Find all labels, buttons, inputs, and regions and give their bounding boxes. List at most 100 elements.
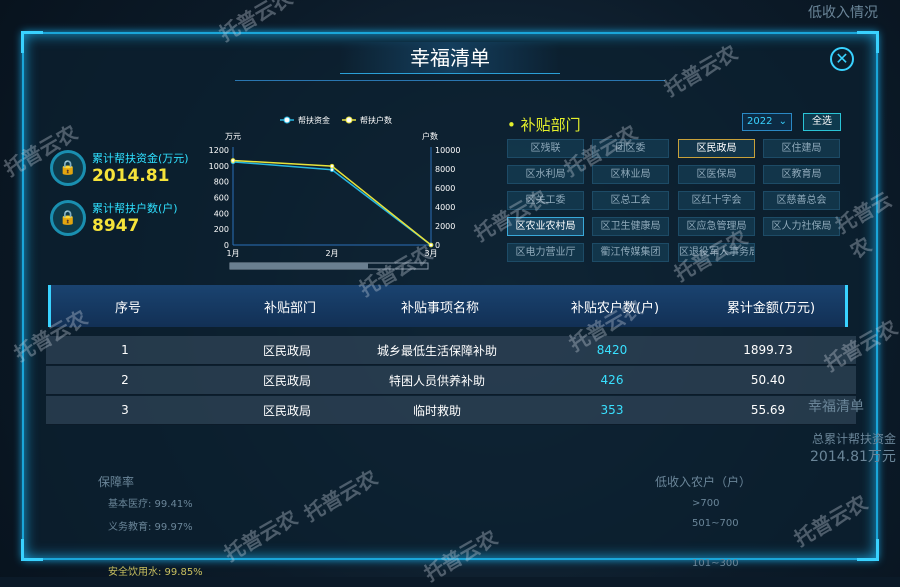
- table-header: 序号 补贴部门 补贴事项名称 补贴农户数(户) 累计金额(万元): [48, 285, 848, 327]
- column-header: 累计金额(万元): [726, 300, 816, 316]
- x-tick: 1月: [226, 249, 239, 258]
- y-tick-right: 8000: [435, 165, 455, 174]
- department-button[interactable]: 区退役军人事务局: [678, 243, 755, 262]
- department-button[interactable]: 区医保局: [678, 165, 755, 184]
- y-label-right: 户数: [422, 131, 438, 141]
- department-button[interactable]: 区教育局: [763, 165, 840, 184]
- bg-text: 安全饮用水: 99.85%: [108, 567, 203, 578]
- table-row[interactable]: 1 区民政局 城乡最低生活保障补助 8420 1899.73: [46, 336, 856, 365]
- table-cell: 1: [121, 343, 129, 357]
- department-button[interactable]: 区民政局: [678, 139, 755, 158]
- bg-text: 501~700: [692, 518, 739, 529]
- department-button[interactable]: 区红十字会: [678, 191, 755, 210]
- bg-text: 101~300: [692, 558, 739, 569]
- section-title-departments: • 补贴部门: [507, 116, 581, 134]
- y-tick-right: 0: [435, 241, 440, 250]
- bg-text: >700: [692, 498, 720, 509]
- department-button[interactable]: 区应急管理局: [678, 217, 755, 236]
- table-cell: 区民政局: [262, 403, 311, 418]
- department-button[interactable]: 区卫生健康局: [592, 217, 669, 236]
- column-header: 补贴事项名称: [400, 300, 479, 316]
- department-button[interactable]: 区住建局: [763, 139, 840, 158]
- data-point: [329, 167, 335, 173]
- legend-marker: [283, 116, 291, 124]
- department-button[interactable]: 团区委: [592, 139, 669, 158]
- stat-value: 2014.81: [92, 166, 170, 186]
- table-cell: 2: [121, 373, 129, 387]
- table-cell: 区民政局: [262, 373, 311, 388]
- department-button[interactable]: 区慈善总会: [763, 191, 840, 210]
- department-button[interactable]: 衢江传媒集团: [592, 243, 669, 262]
- bg-text: 幸福清单: [808, 399, 864, 415]
- data-point: [428, 242, 434, 248]
- legend-label[interactable]: 帮扶户数: [360, 115, 392, 125]
- table-cell: 城乡最低生活保障补助: [376, 343, 497, 358]
- bg-text: 低收入农户（户）: [655, 475, 752, 489]
- y-tick-left: 0: [224, 241, 229, 250]
- bg-text: 总累计帮扶资金: [812, 432, 897, 446]
- stat-label: 累计帮扶户数(户): [92, 202, 178, 215]
- table-cell: 50.40: [750, 373, 786, 387]
- department-button[interactable]: 区关工委: [507, 191, 584, 210]
- y-tick-left: 200: [214, 225, 229, 234]
- legend-marker: [345, 116, 353, 124]
- x-tick: 2月: [325, 249, 338, 258]
- column-header: 补贴部门: [263, 300, 316, 316]
- table-row[interactable]: 2 区民政局 特困人员供养补助 426 50.40: [46, 366, 856, 395]
- department-button[interactable]: 区林业局: [592, 165, 669, 184]
- department-button[interactable]: 区总工会: [592, 191, 669, 210]
- legend-label[interactable]: 帮扶资金: [298, 115, 330, 125]
- year-value: 2022: [747, 116, 773, 127]
- table-cell: 426: [600, 373, 624, 387]
- year-select[interactable]: 2022 ⌄: [742, 113, 792, 131]
- y-label-left: 万元: [225, 132, 241, 141]
- table-cell: 8420: [596, 343, 628, 357]
- data-point: [329, 163, 335, 169]
- y-tick-left: 400: [214, 209, 229, 218]
- lock-icon: 🔒: [50, 150, 86, 186]
- section-title: 补贴部门: [520, 116, 581, 134]
- zoom-slider-handle[interactable]: [230, 263, 368, 269]
- department-button[interactable]: 区残联: [507, 139, 584, 158]
- table-cell: 55.69: [750, 403, 786, 417]
- select-all-button[interactable]: 全选: [803, 113, 841, 131]
- table-cell: 1899.73: [743, 343, 793, 357]
- department-button[interactable]: 区水利局: [507, 165, 584, 184]
- title-divider: [235, 80, 665, 81]
- table-cell: 特困人员供养补助: [388, 373, 485, 388]
- series-line: [232, 161, 432, 246]
- table-cell: 区民政局: [262, 343, 311, 358]
- stat-label: 累计帮扶资金(万元): [92, 152, 189, 165]
- y-tick-left: 1000: [209, 162, 229, 171]
- y-tick-left: 800: [214, 178, 229, 187]
- y-tick-right: 4000: [435, 203, 455, 212]
- department-button[interactable]: 区农业农村局: [507, 217, 584, 236]
- department-button[interactable]: 区电力营业厅: [507, 243, 584, 262]
- y-tick-left: 600: [214, 194, 229, 203]
- y-tick-right: 6000: [435, 184, 455, 193]
- chevron-down-icon: ⌄: [778, 116, 787, 127]
- stat-value: 8947: [92, 216, 140, 236]
- column-header: 序号: [114, 300, 141, 316]
- y-tick-right: 2000: [435, 222, 455, 231]
- table-cell: 353: [600, 403, 624, 417]
- table-row[interactable]: 3 区民政局 临时救助 353 55.69: [46, 396, 856, 425]
- data-point: [230, 158, 236, 163]
- y-tick-left: 1200: [209, 146, 229, 155]
- bg-text: 保障率: [98, 475, 135, 489]
- bg-text: 低收入情况: [808, 5, 878, 21]
- bg-text: 基本医疗: 99.41%: [108, 499, 193, 510]
- support-trend-chart: 0 200 400 600 800 1000 1200 0 2000 4000 6000 8000 10…: [209, 115, 460, 270]
- table-cell: 3: [121, 403, 129, 417]
- x-tick: 3月: [424, 249, 437, 258]
- table-cell: 临时救助: [412, 403, 461, 418]
- department-button[interactable]: 区人力社保局: [763, 217, 840, 236]
- modal-title: 幸福清单: [340, 42, 560, 74]
- series-line: [232, 159, 432, 246]
- column-header: 补贴农户数(户): [570, 300, 660, 316]
- bg-text: 义务教育: 99.97%: [108, 522, 193, 533]
- close-icon[interactable]: ✕: [830, 47, 854, 71]
- bg-text: 2014.81万元: [810, 449, 896, 465]
- lock-icon: 🔒: [50, 200, 86, 236]
- y-tick-right: 10000: [435, 146, 460, 155]
